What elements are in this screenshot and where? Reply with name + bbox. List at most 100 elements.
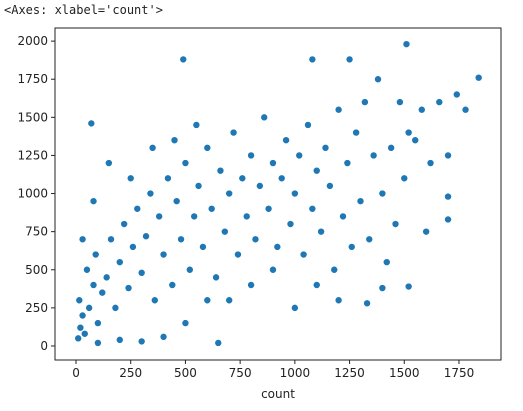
axes-frame bbox=[54, 27, 502, 361]
point bbox=[164, 174, 172, 183]
point bbox=[396, 98, 404, 106]
point bbox=[417, 105, 426, 114]
point bbox=[94, 319, 102, 327]
point bbox=[129, 243, 137, 251]
point bbox=[402, 40, 411, 48]
point bbox=[216, 166, 225, 175]
point bbox=[312, 166, 321, 175]
point bbox=[98, 288, 107, 297]
point bbox=[83, 265, 91, 274]
point bbox=[308, 55, 317, 64]
point bbox=[312, 281, 321, 289]
y-tick-label: 0 bbox=[40, 339, 48, 353]
y-tick-label: 1250 bbox=[17, 148, 48, 162]
point bbox=[273, 243, 282, 251]
point bbox=[374, 75, 382, 84]
point bbox=[137, 337, 146, 346]
point bbox=[304, 121, 312, 129]
point bbox=[190, 212, 198, 221]
point bbox=[207, 204, 216, 213]
point bbox=[363, 299, 371, 308]
point bbox=[107, 235, 115, 244]
point bbox=[238, 174, 247, 183]
point bbox=[345, 55, 354, 64]
point bbox=[102, 273, 111, 282]
point bbox=[321, 144, 330, 152]
point bbox=[148, 144, 157, 152]
point bbox=[291, 304, 299, 312]
point bbox=[78, 235, 87, 244]
point bbox=[192, 121, 201, 129]
x-tick-label: 250 bbox=[119, 366, 142, 380]
point bbox=[172, 197, 181, 205]
point bbox=[94, 339, 102, 347]
point bbox=[404, 282, 413, 291]
point bbox=[229, 128, 238, 137]
point bbox=[225, 189, 233, 198]
point bbox=[299, 250, 308, 259]
point bbox=[74, 334, 82, 343]
point bbox=[378, 189, 387, 198]
point bbox=[256, 182, 264, 190]
point bbox=[452, 90, 461, 99]
point bbox=[142, 232, 150, 241]
point bbox=[168, 281, 177, 289]
y-tick-label: 1750 bbox=[17, 72, 48, 86]
point bbox=[126, 174, 135, 183]
point bbox=[391, 220, 400, 228]
x-tick-label: 1500 bbox=[389, 366, 420, 380]
point bbox=[444, 215, 452, 224]
point bbox=[225, 296, 233, 305]
point bbox=[269, 265, 277, 274]
point bbox=[221, 227, 229, 236]
point bbox=[203, 296, 212, 305]
point bbox=[150, 296, 159, 305]
point bbox=[170, 136, 179, 144]
point bbox=[75, 296, 84, 305]
point bbox=[308, 204, 317, 213]
point bbox=[352, 128, 360, 137]
point bbox=[378, 284, 387, 292]
point bbox=[404, 128, 413, 137]
point bbox=[343, 159, 352, 167]
point bbox=[264, 204, 273, 213]
point bbox=[247, 151, 255, 160]
y-tick-label: 2000 bbox=[17, 34, 48, 48]
point bbox=[291, 189, 299, 198]
point bbox=[277, 174, 286, 183]
x-axis-label: count bbox=[261, 387, 295, 401]
x-tick-label: 0 bbox=[72, 366, 80, 380]
point bbox=[146, 189, 155, 198]
point bbox=[435, 98, 444, 106]
point bbox=[159, 333, 168, 341]
point bbox=[330, 265, 339, 274]
point bbox=[422, 227, 430, 236]
y-tick-label: 500 bbox=[25, 263, 48, 277]
x-tick-label: 1000 bbox=[280, 366, 311, 380]
point bbox=[177, 235, 185, 244]
point bbox=[199, 243, 207, 251]
y-tick-label: 1000 bbox=[17, 187, 48, 201]
point bbox=[251, 235, 260, 244]
point bbox=[87, 119, 96, 128]
point bbox=[89, 281, 98, 289]
point bbox=[111, 304, 120, 312]
point bbox=[115, 258, 124, 266]
point bbox=[444, 151, 452, 160]
x-tick-label: 750 bbox=[229, 366, 252, 380]
point bbox=[203, 144, 212, 152]
point bbox=[295, 151, 304, 160]
point bbox=[347, 243, 356, 251]
point bbox=[317, 227, 325, 236]
point bbox=[105, 159, 113, 167]
x-tick-label: 1750 bbox=[444, 366, 475, 380]
point bbox=[356, 197, 365, 205]
point bbox=[282, 136, 290, 144]
y-tick-label: 750 bbox=[25, 225, 48, 239]
y-tick-label: 1500 bbox=[17, 110, 48, 124]
point bbox=[474, 73, 483, 82]
point bbox=[133, 204, 142, 213]
x-tick-label: 1250 bbox=[334, 366, 365, 380]
